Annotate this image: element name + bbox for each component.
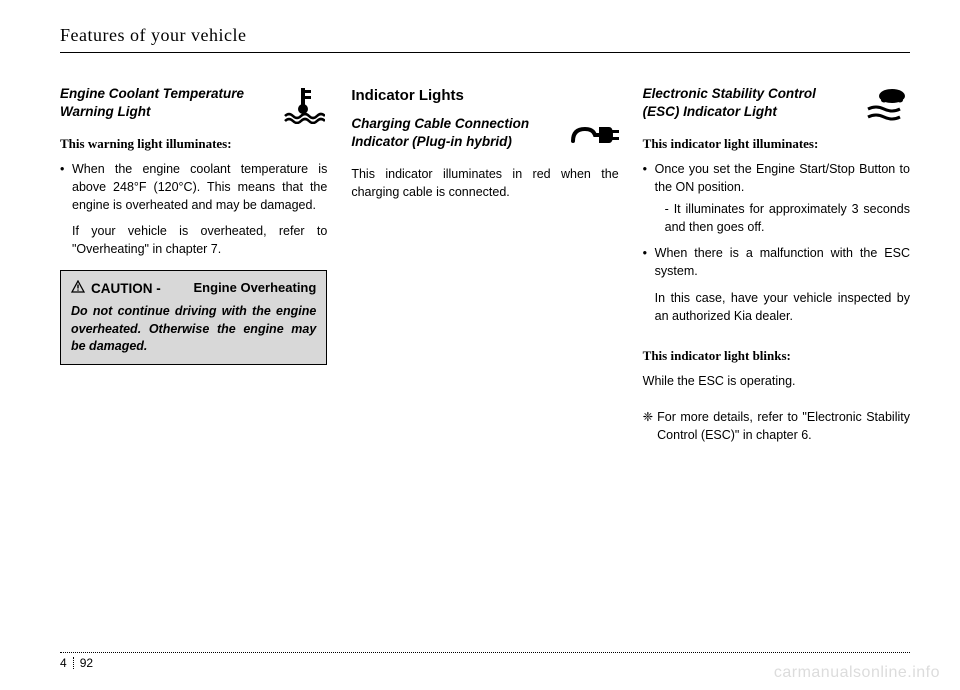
esc-para-2: While the ESC is operating. bbox=[643, 372, 910, 390]
footer-divider bbox=[60, 652, 910, 653]
section-title-row: Engine Coolant Temperature Warning Light bbox=[60, 85, 327, 125]
coolant-warning-title: Engine Coolant Temperature Warning Light bbox=[60, 85, 271, 121]
column-3: Electronic Stability Control (ESC) Indic… bbox=[643, 85, 910, 452]
chapter-number: 4 bbox=[60, 656, 67, 670]
coolant-subhead: This warning light illuminates: bbox=[60, 135, 327, 154]
esc-bullet-1-text: Once you set the Engine Start/Stop Butto… bbox=[655, 162, 910, 194]
manual-page: Features of your vehicle Engine Coolant … bbox=[0, 0, 960, 690]
esc-subhead-1: This indicator light illuminates: bbox=[643, 135, 910, 154]
content-columns: Engine Coolant Temperature Warning Light… bbox=[60, 85, 910, 452]
header-title: Features of your vehicle bbox=[60, 25, 910, 46]
cross-ref-icon: ❈ bbox=[643, 408, 653, 444]
page-no: 92 bbox=[80, 656, 93, 670]
esc-bullet-2: When there is a malfunction with the ESC… bbox=[643, 244, 910, 280]
column-2: Indicator Lights Charging Cable Connecti… bbox=[351, 85, 618, 452]
coolant-temp-icon bbox=[279, 85, 327, 125]
caution-body: Do not continue driving with the engine … bbox=[71, 303, 316, 356]
esc-ref-note: ❈ For more details, refer to "Electronic… bbox=[643, 408, 910, 444]
coolant-para-1: If your vehicle is overheated, refer to … bbox=[60, 222, 327, 258]
caution-label: CAUTION - bbox=[91, 279, 161, 299]
esc-dash-1: It illuminates for approximately 3 secon… bbox=[655, 200, 910, 236]
plug-icon bbox=[571, 115, 619, 155]
caution-head: CAUTION - Engine Overheating bbox=[71, 279, 316, 299]
esc-ref-text: For more details, refer to "Electronic S… bbox=[657, 408, 910, 444]
watermark: carmanualsonline.info bbox=[774, 664, 940, 682]
indicator-lights-heading: Indicator Lights bbox=[351, 85, 618, 107]
caution-box: CAUTION - Engine Overheating Do not cont… bbox=[60, 270, 327, 364]
section-title-row: Charging Cable Connection Indicator (Plu… bbox=[351, 115, 618, 155]
esc-para-1: In this case, have your vehicle inspecte… bbox=[643, 289, 910, 325]
esc-title: Electronic Stability Control (ESC) Indic… bbox=[643, 85, 854, 121]
coolant-bullets: When the engine coolant temperature is a… bbox=[60, 160, 327, 214]
section-title-row: Electronic Stability Control (ESC) Indic… bbox=[643, 85, 910, 125]
caution-subtitle: Engine Overheating bbox=[167, 279, 317, 298]
charging-cable-title: Charging Cable Connection Indicator (Plu… bbox=[351, 115, 562, 151]
esc-icon bbox=[862, 85, 910, 125]
page-sep bbox=[73, 657, 74, 669]
esc-subhead-2: This indicator light blinks: bbox=[643, 347, 910, 366]
esc-bullets: Once you set the Engine Start/Stop Butto… bbox=[643, 160, 910, 281]
charging-para-1: This indicator illuminates in red when t… bbox=[351, 165, 618, 201]
warning-triangle-icon bbox=[71, 280, 85, 294]
esc-bullet-1: Once you set the Engine Start/Stop Butto… bbox=[643, 160, 910, 237]
coolant-bullet-1: When the engine coolant temperature is a… bbox=[60, 160, 327, 214]
page-header: Features of your vehicle bbox=[60, 25, 910, 53]
column-1: Engine Coolant Temperature Warning Light… bbox=[60, 85, 327, 452]
